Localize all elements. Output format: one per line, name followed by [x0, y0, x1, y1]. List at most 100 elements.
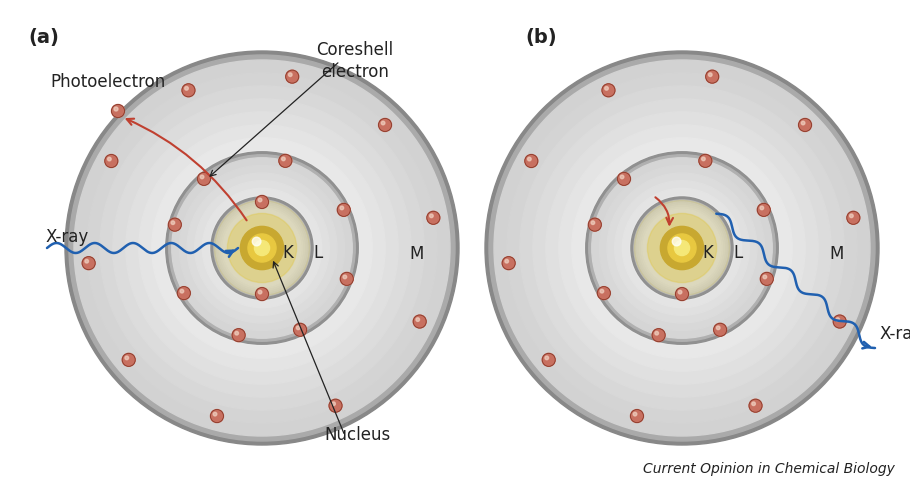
- Circle shape: [489, 55, 875, 441]
- Circle shape: [105, 154, 117, 168]
- Circle shape: [221, 207, 303, 289]
- Circle shape: [760, 206, 763, 210]
- Text: L: L: [733, 244, 743, 261]
- Circle shape: [545, 356, 549, 360]
- Circle shape: [507, 73, 857, 423]
- Circle shape: [525, 154, 538, 168]
- Circle shape: [699, 154, 712, 167]
- Circle shape: [381, 121, 385, 125]
- Circle shape: [642, 207, 723, 289]
- Circle shape: [763, 275, 766, 279]
- Circle shape: [655, 331, 659, 335]
- Circle shape: [546, 112, 818, 384]
- Text: K: K: [702, 244, 713, 261]
- Circle shape: [834, 315, 846, 328]
- Text: Current Opinion in Chemical Biology: Current Opinion in Chemical Biology: [643, 462, 895, 476]
- Text: M: M: [829, 245, 844, 263]
- Circle shape: [713, 323, 727, 336]
- Circle shape: [210, 196, 314, 300]
- Circle shape: [571, 138, 793, 358]
- Circle shape: [618, 173, 631, 186]
- Circle shape: [168, 155, 355, 341]
- Circle shape: [228, 213, 297, 283]
- Circle shape: [100, 86, 424, 410]
- Circle shape: [634, 200, 730, 296]
- Circle shape: [258, 290, 262, 294]
- Circle shape: [702, 157, 705, 161]
- Circle shape: [69, 55, 455, 441]
- Circle shape: [168, 218, 181, 231]
- Circle shape: [87, 73, 437, 423]
- Circle shape: [643, 209, 721, 287]
- Text: (b): (b): [525, 28, 557, 47]
- Circle shape: [180, 289, 184, 293]
- Circle shape: [235, 331, 238, 335]
- Circle shape: [152, 138, 372, 358]
- Circle shape: [281, 157, 285, 161]
- Circle shape: [589, 155, 775, 341]
- Circle shape: [847, 211, 860, 224]
- Circle shape: [706, 70, 719, 83]
- Circle shape: [585, 151, 779, 345]
- Circle shape: [638, 204, 726, 292]
- Circle shape: [602, 84, 615, 97]
- Circle shape: [760, 272, 774, 285]
- Circle shape: [661, 226, 703, 270]
- Circle shape: [210, 410, 224, 423]
- Text: X-ray: X-ray: [880, 325, 910, 343]
- Circle shape: [607, 173, 757, 323]
- Circle shape: [240, 226, 284, 270]
- Circle shape: [559, 125, 805, 371]
- Circle shape: [799, 119, 812, 131]
- Circle shape: [85, 259, 88, 263]
- Circle shape: [182, 84, 195, 97]
- Circle shape: [636, 202, 728, 294]
- Circle shape: [622, 188, 742, 308]
- Circle shape: [278, 154, 292, 167]
- Text: Nucleus: Nucleus: [325, 426, 391, 444]
- Circle shape: [678, 290, 682, 294]
- Circle shape: [589, 218, 602, 231]
- Circle shape: [114, 107, 118, 111]
- Circle shape: [125, 356, 128, 360]
- Circle shape: [286, 70, 298, 83]
- Circle shape: [586, 152, 778, 344]
- Circle shape: [74, 60, 450, 436]
- Circle shape: [749, 399, 762, 412]
- Circle shape: [82, 256, 96, 270]
- Circle shape: [113, 99, 411, 397]
- Circle shape: [217, 204, 307, 292]
- Circle shape: [232, 329, 245, 342]
- Circle shape: [211, 197, 313, 299]
- Circle shape: [126, 112, 399, 384]
- Circle shape: [634, 200, 730, 296]
- Circle shape: [647, 213, 716, 283]
- Circle shape: [528, 157, 531, 161]
- Circle shape: [216, 202, 308, 294]
- Circle shape: [614, 181, 749, 315]
- Circle shape: [340, 206, 344, 210]
- Circle shape: [592, 221, 595, 225]
- Circle shape: [533, 99, 831, 397]
- Circle shape: [600, 165, 764, 331]
- Circle shape: [166, 152, 359, 344]
- Text: K: K: [282, 244, 293, 261]
- Circle shape: [520, 86, 844, 410]
- Circle shape: [716, 326, 720, 330]
- Circle shape: [195, 181, 329, 315]
- Circle shape: [112, 105, 125, 118]
- Circle shape: [674, 241, 690, 255]
- Circle shape: [850, 214, 854, 218]
- Circle shape: [604, 86, 608, 90]
- Circle shape: [165, 151, 359, 345]
- Circle shape: [485, 51, 879, 445]
- Circle shape: [213, 412, 217, 416]
- Circle shape: [630, 196, 734, 300]
- Circle shape: [621, 175, 624, 179]
- Circle shape: [215, 200, 309, 296]
- Circle shape: [631, 410, 643, 423]
- Circle shape: [633, 412, 637, 416]
- Circle shape: [505, 259, 509, 263]
- Circle shape: [502, 256, 515, 270]
- Circle shape: [122, 353, 136, 367]
